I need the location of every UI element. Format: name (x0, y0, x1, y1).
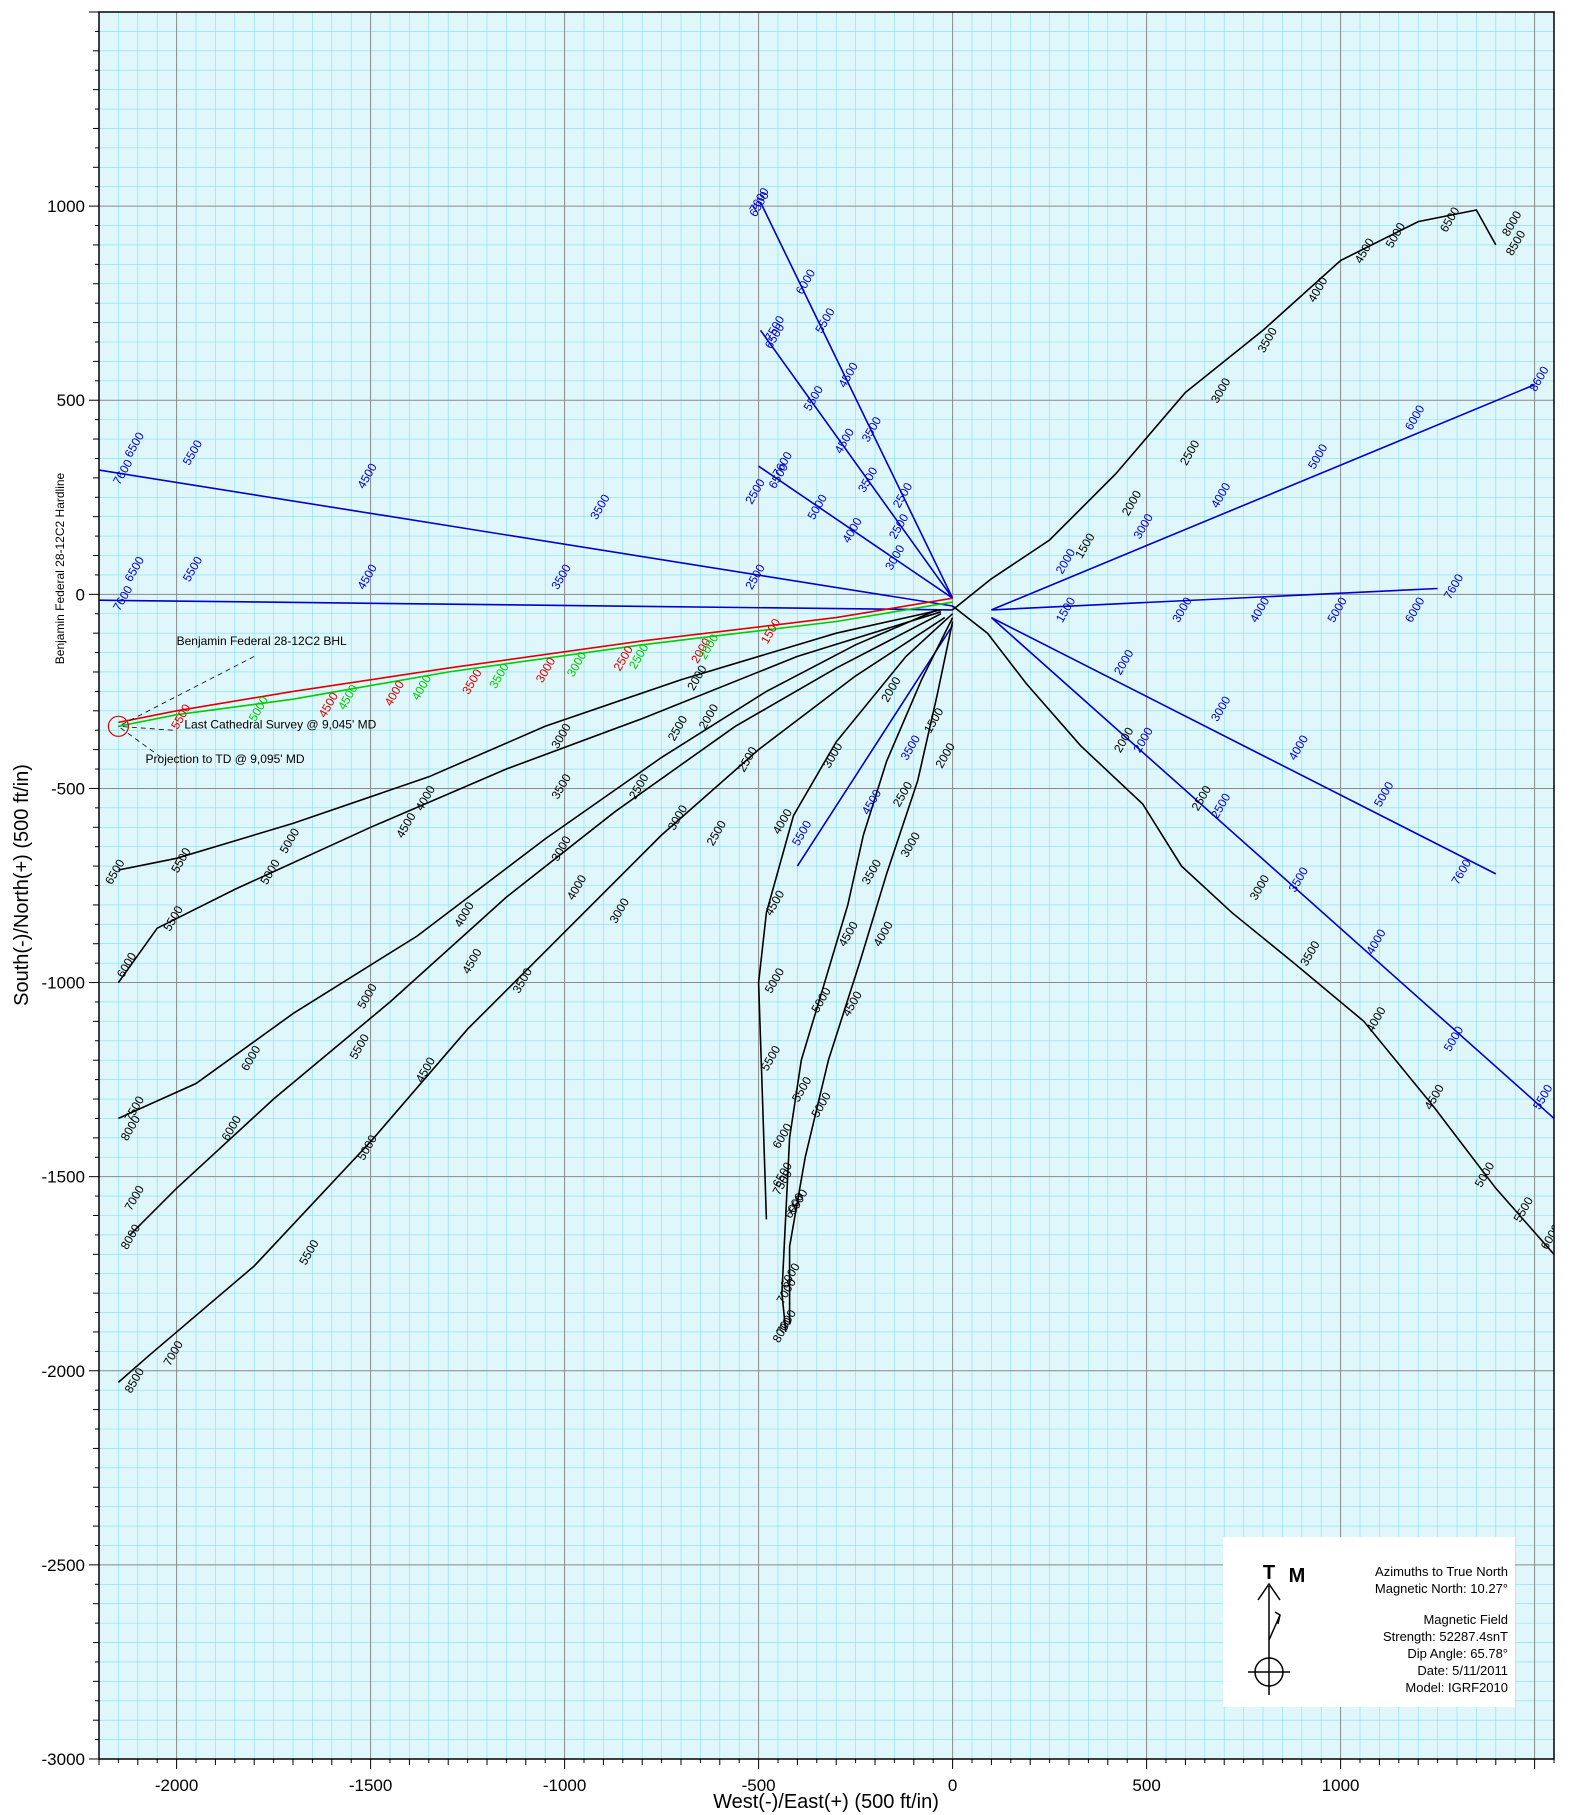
x-axis-title: West(-)/East(+) (500 ft/in) (713, 1791, 939, 1813)
minor-grid (99, 12, 1554, 1759)
y-tick-label: -2500 (42, 1556, 85, 1575)
annotation-leader (118, 725, 173, 731)
well-path-5 (99, 599, 953, 611)
well-path-19 (118, 609, 942, 871)
y-tick-label: 1000 (47, 197, 85, 216)
y-tick-label: -1500 (42, 1168, 85, 1187)
legend-date: Date: 5/11/2011 (1417, 1663, 1508, 1678)
well-path-16 (118, 609, 938, 1120)
legend-magnetic-field: Magnetic Field (1423, 1612, 1508, 1627)
legend-box: T M Azimuths to True North Magnetic Nort… (1223, 1537, 1515, 1707)
target-marker (107, 715, 130, 737)
annotation-leader (118, 656, 255, 727)
x-tick-label: 0 (948, 1776, 957, 1795)
well-path-9 (990, 617, 1554, 1119)
well-path-6 (991, 383, 1535, 611)
well-path-8 (991, 616, 1497, 875)
well-path-15 (788, 621, 954, 1325)
legend-model: Model: IGRF2010 (1405, 1680, 1508, 1695)
well-path-4 (99, 469, 953, 607)
y-tick-label: 0 (76, 585, 85, 604)
x-tick-label: -500 (742, 1776, 776, 1795)
well-path-14 (781, 617, 954, 1333)
well-path-3 (758, 465, 954, 599)
x-tick-label: -1500 (349, 1776, 392, 1795)
well-path-7 (991, 587, 1438, 611)
y-axis-title: South(-)/North(+) (500 ft/in) (11, 764, 33, 1006)
axes: -2000 -1500 -1000 -500 0 500 1000 1000 500 0 -500 -… (42, 11, 1555, 1795)
y-tick-label: 500 (57, 391, 85, 410)
y-tick-label: -3000 (42, 1750, 85, 1769)
x-tick-label: -2000 (155, 1776, 198, 1795)
annotation-label: Benjamin Federal 28-12C2 BHL (177, 634, 347, 648)
well-path-1 (759, 201, 954, 599)
well-path-2 (759, 329, 954, 599)
y-tick-label: -500 (51, 779, 85, 798)
x-tick-label: -1000 (543, 1776, 586, 1795)
well-path-11 (952, 605, 1554, 1255)
well-path-21 (118, 597, 953, 724)
well-path-10 (796, 624, 954, 867)
well-path-20 (117, 611, 942, 984)
true-north-label: T (1263, 1562, 1275, 1584)
well-paths (99, 201, 1554, 1384)
major-grid (99, 12, 1554, 1759)
legend-magnetic-north: Magnetic North: 10.27° (1375, 1581, 1508, 1596)
magnetic-north-label: M (1289, 1565, 1306, 1587)
legend-strength: Strength: 52287.4snT (1383, 1629, 1508, 1644)
well-path-18 (117, 616, 946, 1384)
legend-azimuths: Azimuths to True North (1375, 1564, 1508, 1579)
y-tick-label: -1000 (42, 974, 85, 993)
well-path-12 (952, 209, 1497, 611)
well-path-17 (129, 612, 942, 1236)
annotation-label: Projection to TD @ 9,095' MD (146, 752, 305, 766)
x-tick-label: 500 (1132, 1776, 1160, 1795)
well-path-22 (118, 601, 953, 728)
well-path-13 (757, 613, 954, 1220)
annotation-label: Benjamin Federal 28-12C2 Hardline (53, 472, 67, 664)
annotations: Benjamin Federal 28-12C2 BHL Last Cathedr… (53, 472, 376, 766)
legend-dip-angle: Dip Angle: 65.78° (1407, 1646, 1508, 1661)
north-arrow-icon (1248, 1582, 1290, 1695)
y-tick-label: -2000 (42, 1362, 85, 1381)
x-tick-label: 1000 (1322, 1776, 1360, 1795)
annotation-label: Last Cathedral Survey @ 9,045' MD (184, 717, 376, 731)
